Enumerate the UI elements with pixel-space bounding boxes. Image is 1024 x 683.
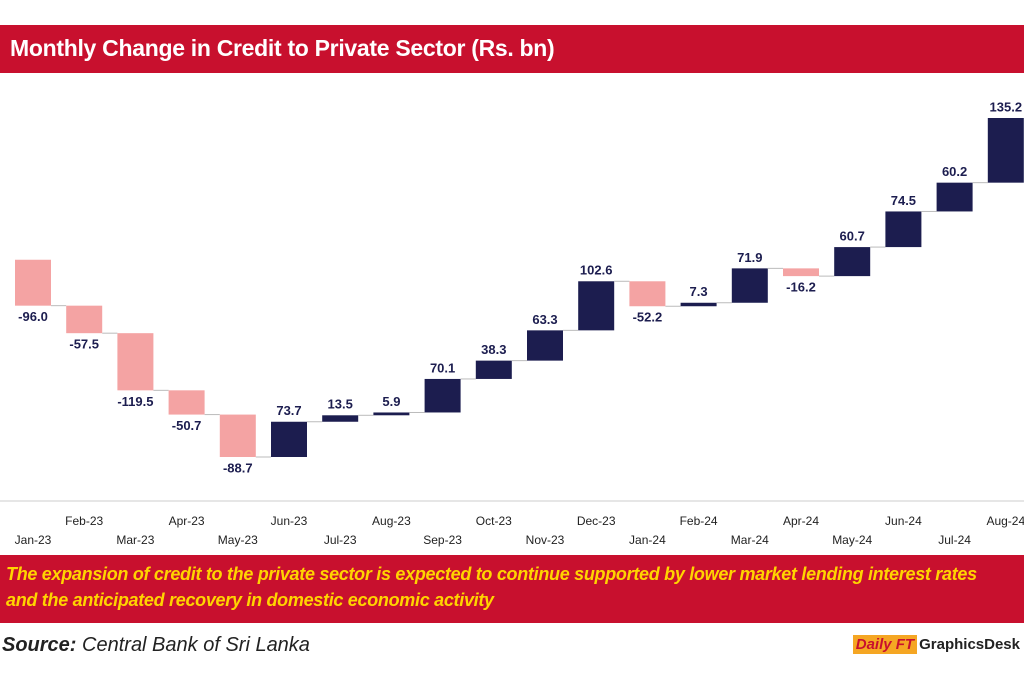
x-tick-label: Jun-23 bbox=[271, 514, 308, 528]
value-label: 60.7 bbox=[840, 229, 865, 244]
bar bbox=[117, 333, 154, 391]
x-tick-label: Apr-23 bbox=[169, 514, 205, 528]
chart: -96.0 Jan-23 -57.5 Feb-23 -119.5 Mar-23 -50.7 A… bbox=[0, 99, 1024, 547]
x-tick-label: Jul-23 bbox=[324, 533, 357, 547]
bar bbox=[885, 211, 922, 248]
bar bbox=[987, 118, 1024, 183]
x-tick-label: May-23 bbox=[218, 533, 258, 547]
bar bbox=[783, 268, 819, 277]
value-label: 71.9 bbox=[737, 250, 762, 265]
value-label: 13.5 bbox=[328, 397, 353, 412]
x-tick-label: Jan-23 bbox=[15, 533, 52, 547]
x-tick-label: Mar-23 bbox=[116, 533, 154, 547]
value-label: -88.7 bbox=[223, 460, 253, 475]
x-tick-label: Feb-24 bbox=[680, 514, 718, 528]
x-tick-label: Oct-23 bbox=[476, 514, 512, 528]
x-tick-label: Aug-23 bbox=[372, 514, 411, 528]
value-label: 38.3 bbox=[481, 342, 506, 357]
bar bbox=[66, 305, 103, 334]
bar bbox=[629, 281, 666, 307]
value-label: -52.2 bbox=[633, 310, 663, 325]
value-label: -57.5 bbox=[69, 337, 99, 352]
value-label: 70.1 bbox=[430, 360, 455, 375]
bar bbox=[834, 247, 871, 277]
value-label: -96.0 bbox=[18, 309, 48, 324]
bar bbox=[15, 259, 51, 306]
value-label: 7.3 bbox=[690, 284, 708, 299]
chart-title: Monthly Change in Credit to Private Sect… bbox=[10, 35, 555, 61]
bar bbox=[219, 414, 256, 457]
x-tick-label: Sep-23 bbox=[423, 533, 462, 547]
source-label: Source: bbox=[2, 634, 77, 656]
x-tick-label: Jun-24 bbox=[885, 514, 922, 528]
bar bbox=[168, 390, 205, 415]
bar bbox=[322, 415, 359, 422]
value-label: 135.2 bbox=[990, 99, 1023, 114]
value-label: 60.2 bbox=[942, 164, 967, 179]
x-tick-label: Apr-24 bbox=[783, 514, 819, 528]
title-bar: Monthly Change in Credit to Private Sect… bbox=[0, 25, 1024, 73]
value-label: 102.6 bbox=[580, 263, 613, 278]
value-label: 5.9 bbox=[382, 394, 400, 409]
x-tick-label: Feb-23 bbox=[65, 514, 103, 528]
x-tick-label: Nov-23 bbox=[526, 533, 565, 547]
annotation: The expansion of credit to the private s… bbox=[6, 564, 977, 610]
bar bbox=[527, 330, 563, 361]
x-tick-label: May-24 bbox=[832, 533, 872, 547]
value-label: 74.5 bbox=[891, 193, 916, 208]
bar bbox=[373, 412, 410, 416]
x-tick-label: Aug-24 bbox=[986, 514, 1024, 528]
source-text: Central Bank of Sri Lanka bbox=[82, 634, 310, 656]
bar bbox=[578, 281, 615, 331]
value-label: -50.7 bbox=[172, 418, 202, 433]
bar bbox=[731, 268, 768, 303]
x-tick-label: Mar-24 bbox=[731, 533, 769, 547]
logo-brand: Daily FT bbox=[852, 635, 918, 654]
logo-desk: GraphicsDesk bbox=[919, 636, 1020, 653]
bar bbox=[475, 360, 512, 379]
value-label: 73.7 bbox=[276, 403, 301, 418]
x-tick-label: Dec-23 bbox=[577, 514, 616, 528]
bar bbox=[680, 302, 717, 307]
annotation-bar: The expansion of credit to the private s… bbox=[0, 555, 1024, 623]
bar bbox=[271, 421, 307, 457]
bar bbox=[424, 378, 461, 413]
value-label: 63.3 bbox=[532, 312, 557, 327]
x-tick-label: Jul-24 bbox=[938, 533, 971, 547]
bar bbox=[936, 182, 973, 212]
logo: Daily FT GraphicsDesk bbox=[852, 635, 1020, 654]
source: Source: Central Bank of Sri Lanka bbox=[2, 634, 310, 657]
value-label: -119.5 bbox=[117, 394, 153, 409]
x-tick-label: Jan-24 bbox=[629, 533, 666, 547]
value-label: -16.2 bbox=[786, 280, 816, 295]
